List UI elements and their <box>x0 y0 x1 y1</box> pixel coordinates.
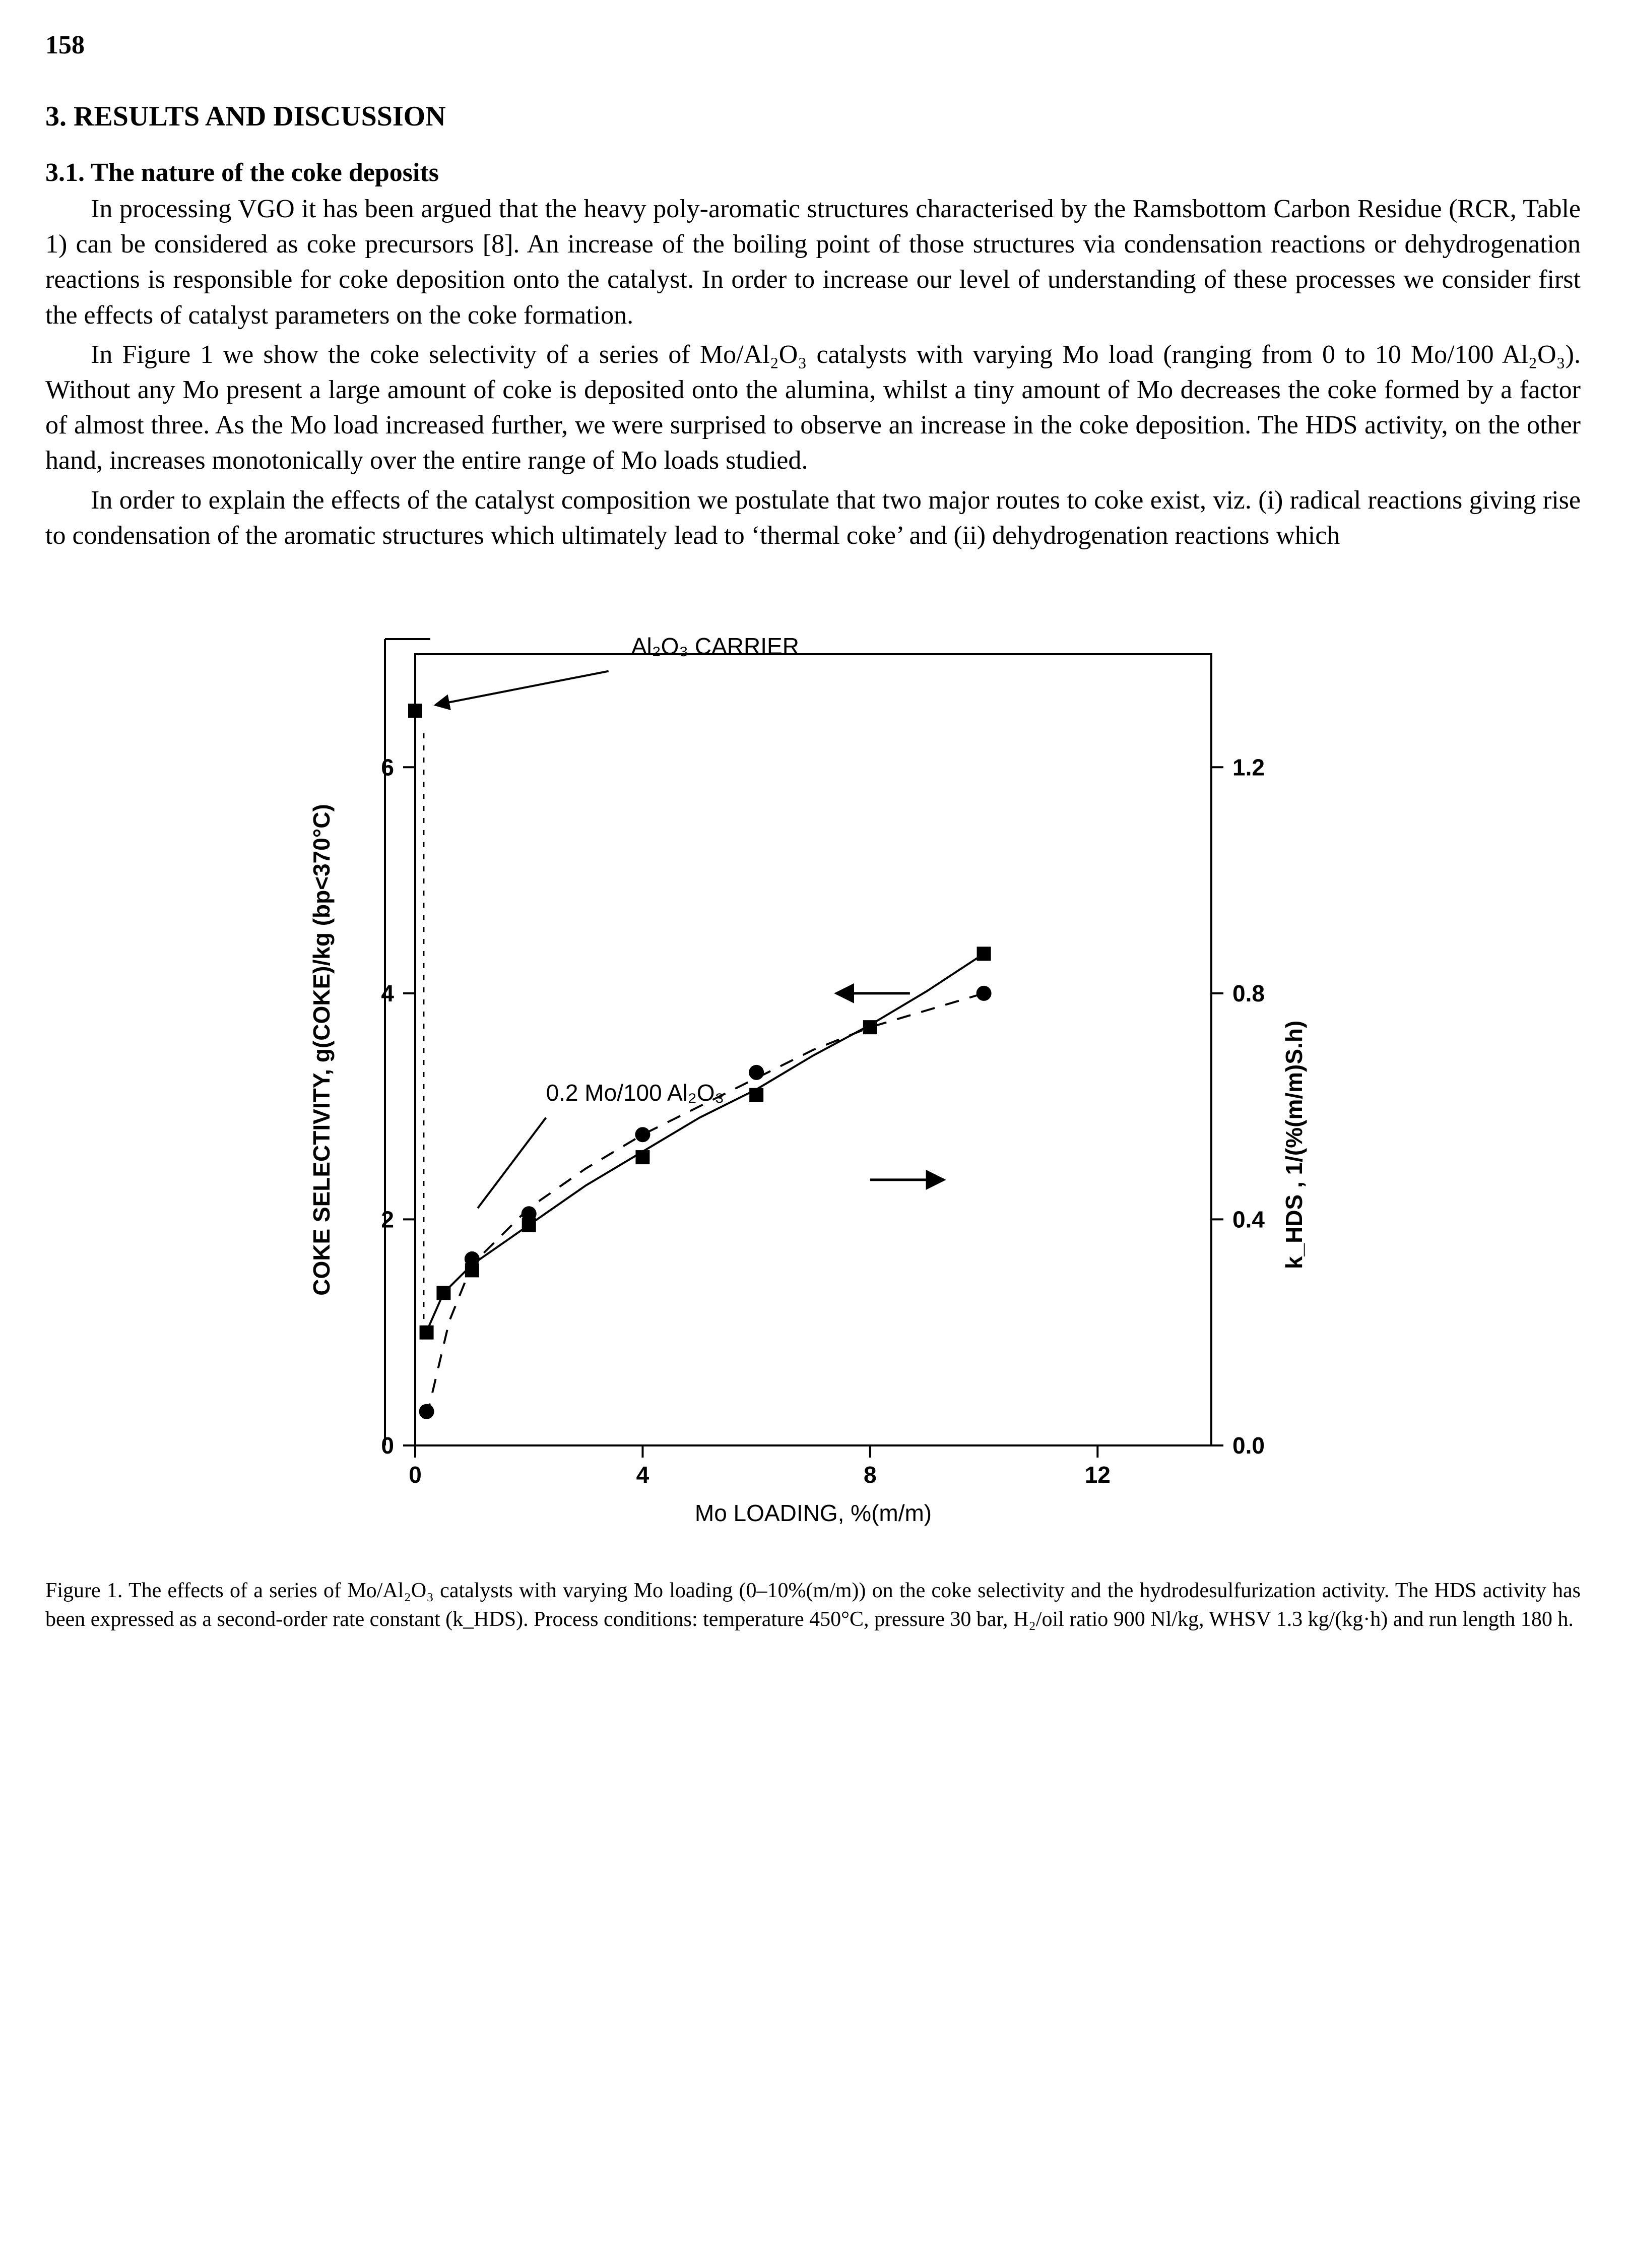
subsection-heading: 3.1. The nature of the coke deposits <box>45 158 1581 187</box>
svg-text:0.8: 0.8 <box>1232 980 1265 1006</box>
paragraph-1-text: In processing VGO it has been argued tha… <box>45 195 1581 330</box>
paragraph-1: In processing VGO it has been argued tha… <box>45 192 1581 333</box>
paragraph-2: In Figure 1 we show the coke selectivity… <box>45 337 1581 479</box>
svg-text:COKE SELECTIVITY, g(COKE)/kg (: COKE SELECTIVITY, g(COKE)/kg (bp<370°C) <box>308 804 335 1296</box>
page-number: 158 <box>45 30 1581 60</box>
svg-text:0.2 Mo/100 Al₂O₃: 0.2 Mo/100 Al₂O₃ <box>546 1080 724 1106</box>
svg-text:0: 0 <box>409 1462 422 1488</box>
svg-text:4: 4 <box>636 1462 649 1488</box>
figure-1-caption: Figure 1. The effects of a series of Mo/… <box>45 1577 1581 1633</box>
svg-text:Al₂O₃ CARRIER: Al₂O₃ CARRIER <box>631 633 799 659</box>
svg-text:0: 0 <box>381 1432 394 1459</box>
svg-text:12: 12 <box>1084 1462 1110 1488</box>
svg-text:0.4: 0.4 <box>1232 1206 1265 1232</box>
svg-text:2: 2 <box>381 1206 394 1232</box>
svg-text:4: 4 <box>381 980 394 1006</box>
paragraph-2-text: In Figure 1 we show the coke selectivity… <box>45 340 1581 475</box>
svg-text:8: 8 <box>864 1462 877 1488</box>
svg-text:6: 6 <box>381 754 394 780</box>
paragraph-3: In order to explain the effects of the c… <box>45 483 1581 553</box>
section-heading: 3. RESULTS AND DISCUSSION <box>45 100 1581 133</box>
svg-text:k_HDS , 1/(%(m/m)S.h): k_HDS , 1/(%(m/m)S.h) <box>1281 1021 1307 1269</box>
figure-1: 0 4 8 12 Mo LOADING, %(m/m) 0 2 4 6 COKE SELECTIV… <box>45 599 1581 1633</box>
svg-text:0.0: 0.0 <box>1232 1432 1265 1459</box>
svg-text:1.2: 1.2 <box>1232 754 1265 780</box>
svg-text:Mo LOADING, %(m/m): Mo LOADING, %(m/m) <box>694 1500 931 1526</box>
figure-1-chart: 0 4 8 12 Mo LOADING, %(m/m) 0 2 4 6 COKE SELECTIV… <box>284 599 1342 1556</box>
paragraph-3-text: In order to explain the effects of the c… <box>45 486 1581 550</box>
